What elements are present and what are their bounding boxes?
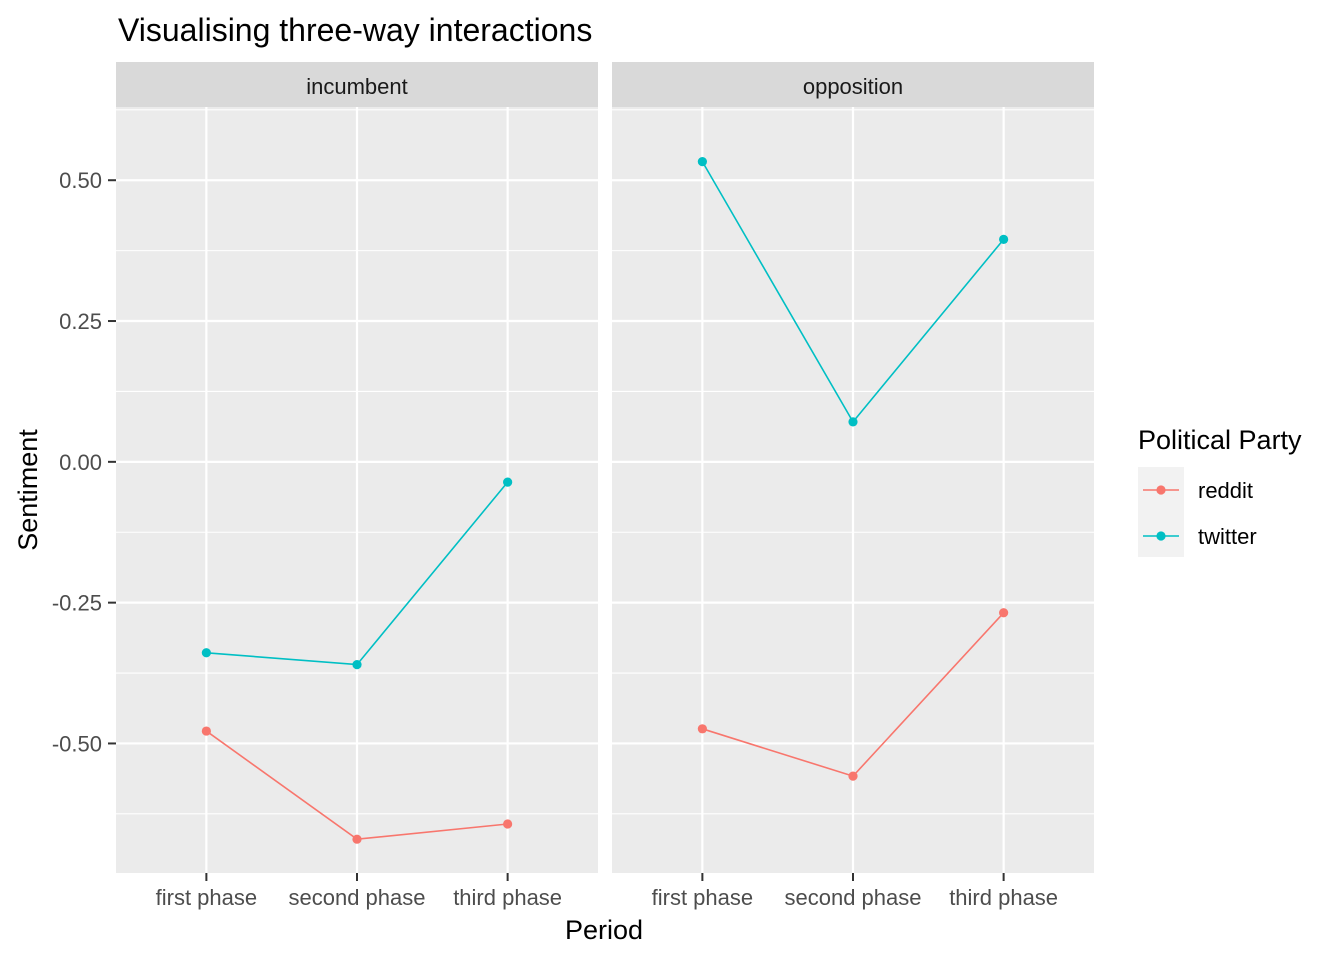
- data-point-reddit-third-phase: [999, 608, 1009, 618]
- strip-background: [116, 62, 598, 107]
- data-point-twitter-third-phase: [503, 477, 513, 487]
- y-tick-label: -0.25: [52, 591, 102, 616]
- major-gridlines: [612, 107, 1094, 873]
- x-tick-label-first-phase: first phase: [652, 885, 754, 910]
- y-tick-label: -0.50: [52, 731, 102, 756]
- x-axis: first phase second phase third phase first …: [156, 873, 1058, 910]
- y-tick-label: 0.50: [59, 168, 102, 193]
- legend-title: Political Party: [1138, 425, 1302, 455]
- x-tick-label-second-phase: second phase: [785, 885, 922, 910]
- data-point-twitter-third-phase: [999, 234, 1009, 244]
- strip-background: [612, 62, 1094, 107]
- series-layer: [697, 157, 1009, 781]
- data-point-reddit-second-phase: [848, 771, 858, 781]
- y-tick-label: 0.25: [59, 309, 102, 334]
- x-axis-title: Period: [565, 915, 643, 945]
- data-point-twitter-first-phase: [201, 648, 211, 658]
- legend-key-background: [1138, 467, 1184, 557]
- legend-key-point-twitter: [1156, 531, 1166, 541]
- data-point-twitter-second-phase: [848, 417, 858, 427]
- facet-panel-opposition: opposition: [612, 62, 1094, 873]
- legend-items: reddit twitter: [1143, 478, 1257, 549]
- y-axis: 0.50 0.25 0.00 -0.25 -0.50: [52, 168, 116, 756]
- y-tick-label: 0.00: [59, 450, 102, 475]
- legend-key-point-reddit: [1156, 485, 1166, 495]
- data-point-reddit-second-phase: [352, 834, 362, 844]
- y-axis-title: Sentiment: [13, 429, 43, 551]
- facet-panel-incumbent: incumbent: [116, 62, 598, 873]
- series-layer: [201, 477, 513, 844]
- data-point-twitter-first-phase: [697, 157, 707, 167]
- data-point-reddit-third-phase: [503, 819, 513, 829]
- data-point-reddit-first-phase: [201, 726, 211, 736]
- x-tick-label-third-phase: third phase: [453, 885, 562, 910]
- x-tick-label-second-phase: second phase: [289, 885, 426, 910]
- legend: Political Party reddit twitter: [1138, 425, 1302, 557]
- legend-label-twitter: twitter: [1198, 524, 1257, 549]
- x-tick-label-third-phase: third phase: [949, 885, 1058, 910]
- data-point-twitter-second-phase: [352, 660, 362, 670]
- x-tick-label-first-phase: first phase: [156, 885, 258, 910]
- legend-label-reddit: reddit: [1198, 478, 1253, 503]
- strip-label-incumbent: incumbent: [306, 74, 408, 99]
- data-point-reddit-first-phase: [697, 724, 707, 734]
- major-gridlines: [116, 107, 598, 873]
- chart-title: Visualising three-way interactions: [118, 12, 592, 48]
- strip-label-opposition: opposition: [803, 74, 903, 99]
